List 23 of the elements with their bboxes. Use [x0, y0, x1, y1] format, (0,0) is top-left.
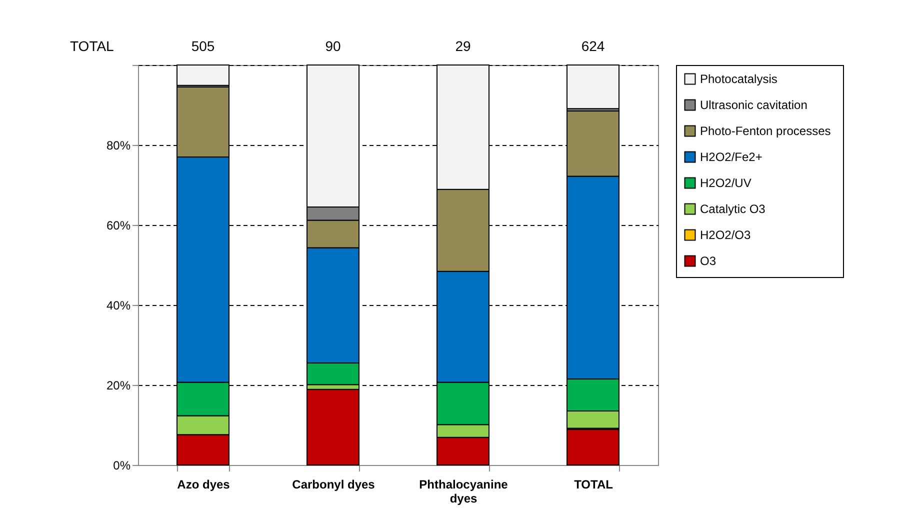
x-tick-label: Carbonyl dyes: [292, 478, 376, 492]
bar: [306, 388, 360, 466]
legend-label: Catalytic O3: [700, 202, 766, 216]
y-tick-label: 80%: [106, 138, 131, 152]
legend-label: H2O2/O3: [700, 228, 752, 242]
legend-label: Ultrasonic cavitation: [700, 98, 808, 112]
legend-label: Photocatalysis: [700, 72, 778, 86]
text: TOTAL: [70, 38, 114, 54]
legend-label: H2O2/UV: [700, 176, 752, 190]
y-tick-label: 40%: [106, 298, 131, 312]
annotation: 624: [581, 38, 605, 54]
annotation: 90: [325, 38, 341, 54]
x-tick-label: Phthalocyanine dyes: [419, 478, 508, 506]
y-tick-label: 0%: [113, 458, 131, 472]
legend-label: O3: [700, 254, 716, 268]
annotation: 29: [455, 38, 471, 54]
legend-label: H2O2/Fe2+: [700, 150, 762, 164]
x-tick-label: TOTAL: [574, 478, 613, 492]
y-tick-label: 60%: [106, 218, 131, 232]
annotation: 505: [191, 38, 215, 54]
legend-label: Photo-Fenton processes: [700, 124, 831, 138]
x-tick-label: Azo dyes: [177, 478, 230, 492]
y-tick-label: 20%: [106, 378, 131, 392]
